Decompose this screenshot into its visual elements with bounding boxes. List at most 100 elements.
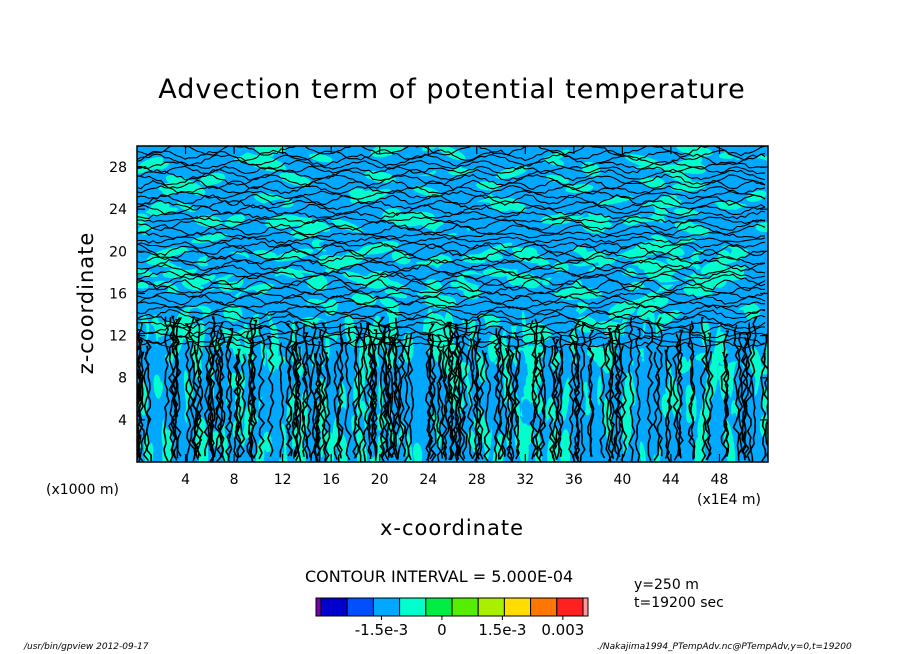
x-tick-label: 48 <box>711 472 729 488</box>
contour-line <box>742 333 750 461</box>
contour-line <box>266 335 275 457</box>
contour-line <box>203 347 211 457</box>
field-cell <box>653 297 669 308</box>
contour-line <box>447 351 456 461</box>
field-cell <box>262 431 272 453</box>
annotation-t: t=19200 sec <box>634 595 724 611</box>
contour-line <box>460 319 469 459</box>
contour-line <box>473 338 482 460</box>
field-cell <box>495 166 528 179</box>
contour-line <box>137 320 766 330</box>
colorbar-label: 0 <box>437 621 447 639</box>
y-tick-label: 12 <box>109 329 127 345</box>
field-cell <box>443 310 454 355</box>
field-cell <box>545 174 570 184</box>
field-cell <box>499 401 510 435</box>
contour-line <box>137 293 766 306</box>
contour-line <box>619 345 628 461</box>
colorbar-swatch <box>451 597 479 617</box>
contour-line <box>392 317 401 457</box>
field-cell <box>429 270 451 281</box>
contour-line <box>370 329 378 457</box>
x-tick-label: 20 <box>371 472 389 488</box>
contour-line <box>672 333 680 461</box>
contour-line <box>137 193 766 207</box>
contour-line <box>314 341 322 457</box>
contour-lines <box>137 146 768 462</box>
plot-frame <box>136 145 769 463</box>
field-cell <box>523 383 535 400</box>
field-cell <box>521 182 564 195</box>
field-cell <box>153 374 162 399</box>
contour-line <box>293 321 302 462</box>
field-cell <box>224 214 246 227</box>
field-cell <box>670 342 680 393</box>
field-cell <box>209 159 236 168</box>
contour-line <box>245 330 254 458</box>
field-cell <box>488 334 499 363</box>
field-cell <box>274 359 285 405</box>
field-cell <box>151 161 169 171</box>
contour-line <box>137 223 766 236</box>
field-cell <box>658 194 677 204</box>
contour-line <box>208 316 217 462</box>
field-cell <box>705 438 716 462</box>
field-cell <box>624 154 665 170</box>
field-cell <box>264 215 302 229</box>
field-cell <box>137 168 165 186</box>
contour-line <box>403 334 411 462</box>
field-cell <box>201 205 219 215</box>
contour-line <box>443 321 452 461</box>
contour-line <box>722 330 730 458</box>
contour-line <box>494 338 503 460</box>
contour-line <box>587 348 595 458</box>
contour-line <box>389 337 398 459</box>
contour-line <box>137 231 765 240</box>
contour-line <box>556 336 564 457</box>
chart-title: Advection term of potential temperature <box>158 74 746 105</box>
contour-line <box>137 173 766 187</box>
colorbar-swatch <box>425 597 453 617</box>
contour-line <box>137 190 766 200</box>
contour-line <box>740 336 749 459</box>
contour-line <box>529 320 538 460</box>
field-cell <box>145 247 189 265</box>
field-cell <box>137 157 164 174</box>
field-cell <box>364 171 396 183</box>
field-cell <box>437 260 458 272</box>
field-cell <box>512 252 544 264</box>
contour-line <box>608 332 616 459</box>
field-cell <box>749 347 762 378</box>
field-cell <box>325 331 330 359</box>
y-tick-label: 24 <box>109 202 127 218</box>
field-cell <box>379 297 400 309</box>
contour-line <box>320 322 329 462</box>
contour-line <box>137 248 765 262</box>
x-tick-label: 36 <box>565 472 583 488</box>
field-cell <box>521 310 528 359</box>
contour-line <box>352 336 360 458</box>
colorbar-swatch <box>582 597 589 617</box>
contour-line <box>333 350 340 460</box>
contour-line <box>137 278 766 292</box>
field-cell <box>489 198 512 212</box>
field-cell <box>680 197 719 212</box>
contour-line <box>573 320 581 460</box>
contour-line <box>137 263 766 277</box>
contour-line <box>344 327 352 461</box>
contour-line <box>452 340 460 462</box>
annotation-y: y=250 m <box>634 577 699 593</box>
field-cell <box>344 313 357 348</box>
contour-line <box>613 345 621 461</box>
x-tick-label: 8 <box>230 472 239 488</box>
field-cell <box>415 309 424 349</box>
field-cell <box>327 366 341 411</box>
field-cell <box>363 241 399 255</box>
contour-line <box>655 317 664 457</box>
colorbar-swatch <box>556 597 584 617</box>
x-scale-label: (x1E4 m) <box>697 492 761 508</box>
contour-line <box>137 330 142 459</box>
contour-line <box>137 168 766 182</box>
y-tick-label: 28 <box>109 160 127 176</box>
